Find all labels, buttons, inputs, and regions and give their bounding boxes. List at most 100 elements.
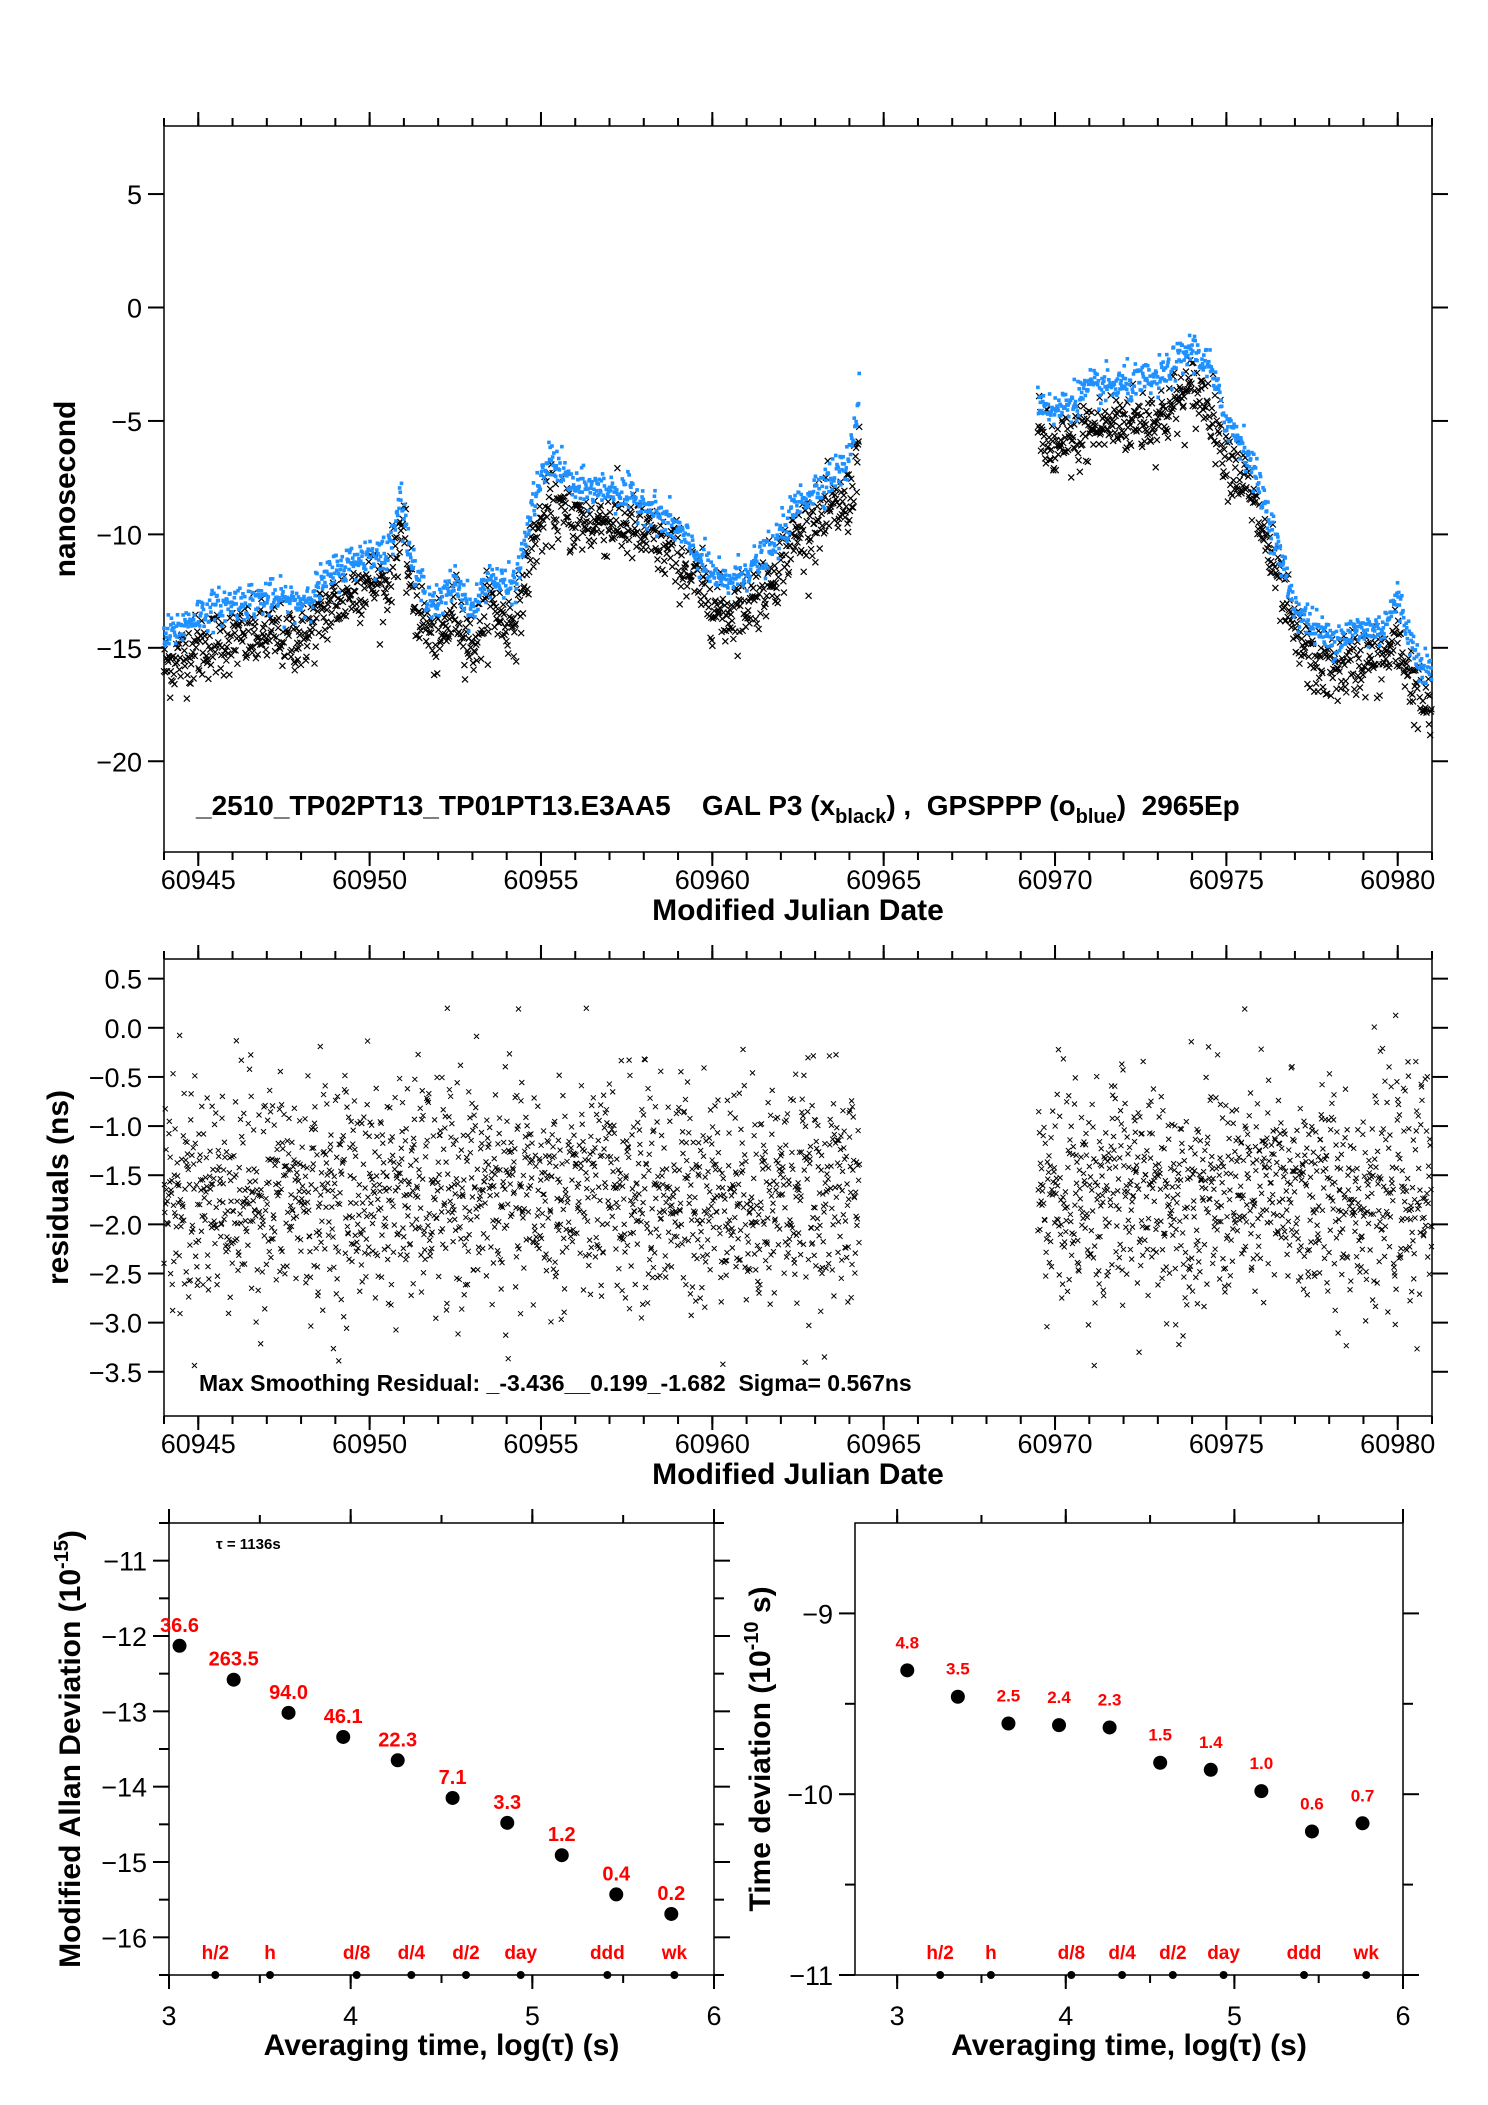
residual-x-point (619, 1183, 626, 1190)
blue-o-point (334, 553, 338, 558)
blue-o-point (332, 580, 337, 585)
blue-o-point (600, 498, 604, 502)
residual-x-point (393, 1327, 399, 1333)
residual-x-point (428, 1245, 435, 1252)
black-x-point (542, 542, 550, 549)
blue-o-point (242, 618, 246, 622)
residual-x-point (487, 1192, 493, 1199)
blue-o-point (1096, 379, 1101, 383)
blue-o-point (1269, 512, 1274, 516)
blue-o-point (1175, 341, 1180, 346)
residual-x-point (489, 1301, 496, 1308)
black-x-point (379, 618, 387, 626)
blue-o-point (392, 524, 397, 528)
blue-o-point (839, 455, 844, 460)
residual-x-point (402, 1256, 409, 1263)
blue-o-point (1417, 666, 1422, 671)
blue-o-point (251, 590, 256, 595)
blue-o-point (1167, 373, 1172, 378)
black-x-point (1180, 393, 1188, 400)
black-x-point (480, 613, 488, 620)
black-x-point (1047, 456, 1055, 464)
residual-x-point (320, 1091, 327, 1098)
blue-o-point (814, 483, 819, 488)
blue-o-point (788, 495, 792, 499)
blue-o-point (1271, 514, 1276, 519)
residual-x-point (502, 1063, 509, 1070)
residual-x-point (344, 1104, 350, 1110)
blue-o-point (1367, 620, 1371, 624)
residual-x-point (161, 1260, 167, 1267)
residual-x-point (598, 1282, 605, 1289)
residual-x-point (378, 1120, 384, 1127)
residual-x-point (583, 1185, 590, 1192)
blue-o-point (203, 616, 208, 621)
blue-o-point (1395, 591, 1399, 596)
residual-x-point (648, 1244, 655, 1251)
black-x-point (314, 607, 322, 615)
residual-x-point (568, 1124, 575, 1130)
black-x-point (1198, 377, 1206, 385)
blue-o-point (1236, 437, 1241, 441)
blue-o-point (200, 605, 205, 609)
blue-o-point (627, 473, 631, 477)
blue-o-point (758, 541, 763, 545)
residual-x-point (642, 1284, 649, 1291)
residual-x-point (424, 1137, 431, 1144)
black-x-point (627, 503, 635, 511)
residual-x-point (499, 1204, 506, 1211)
blue-o-point (470, 613, 475, 617)
blue-o-point (600, 472, 605, 476)
blue-o-point (461, 583, 466, 587)
residual-x-point (450, 1141, 457, 1148)
black-x-point (1180, 402, 1187, 410)
black-x-point (1104, 425, 1112, 433)
black-x-point (547, 509, 555, 517)
blue-o-point (495, 567, 499, 571)
blue-o-point (550, 444, 554, 448)
black-x-point (1147, 438, 1155, 445)
blue-o-point (283, 584, 288, 589)
residual-x-point (522, 1133, 529, 1140)
blue-o-point (596, 482, 601, 486)
residual-x-point (260, 1128, 267, 1135)
black-x-point (852, 452, 859, 460)
blue-o-point (391, 539, 396, 544)
residual-x-point (560, 1092, 566, 1099)
residual-x-point (216, 1197, 223, 1204)
residual-x-point (418, 1252, 424, 1258)
blue-o-point (656, 506, 661, 511)
blue-o-point (428, 599, 433, 603)
blue-o-point (478, 593, 482, 598)
blue-o-point (1097, 407, 1101, 411)
blue-o-point (1258, 471, 1262, 476)
blue-o-point (1193, 338, 1197, 343)
blue-o-point (674, 519, 679, 524)
residual-x-point (452, 1191, 459, 1197)
blue-o-point (465, 601, 469, 606)
blue-o-point (616, 503, 620, 508)
blue-o-point (756, 570, 761, 575)
blue-o-point (584, 482, 588, 487)
black-x-point (572, 524, 579, 532)
residual-x-point (515, 1123, 521, 1129)
residual-x-point (217, 1233, 224, 1240)
blue-o-point (548, 445, 552, 450)
x-tick-label: 60950 (332, 1429, 407, 1459)
residual-x-point (330, 1234, 336, 1240)
residual-x-point (265, 1238, 272, 1244)
black-x-point (460, 661, 468, 669)
residual-x-point (243, 1195, 250, 1202)
blue-o-point (324, 584, 329, 589)
blue-o-point (1166, 360, 1170, 365)
blue-o-point (164, 635, 169, 640)
blue-o-point (1104, 359, 1109, 363)
black-x-point (161, 645, 169, 653)
residual-x-point (644, 1225, 651, 1232)
black-x-point (288, 615, 296, 623)
blue-o-point (1065, 408, 1070, 412)
residual-x-point (395, 1230, 402, 1236)
blue-o-point (811, 502, 815, 506)
black-x-point (1052, 466, 1060, 474)
blue-o-point (766, 566, 770, 570)
